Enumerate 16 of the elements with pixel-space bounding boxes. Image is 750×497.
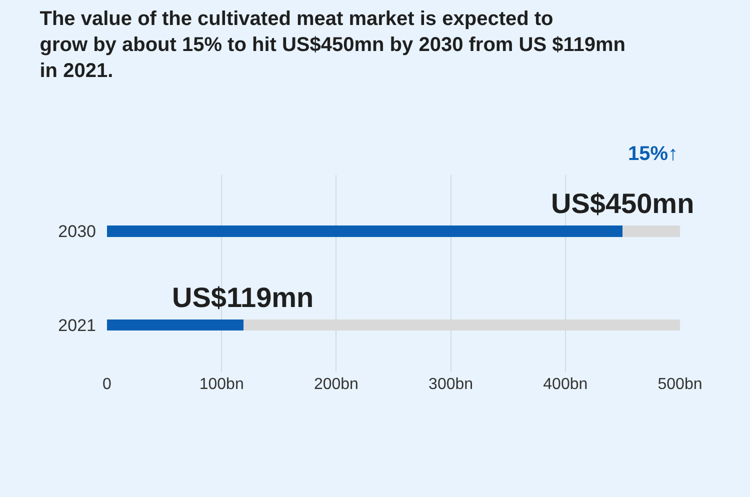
text: 15%↑	[628, 143, 678, 165]
y-tick-label: 2021	[58, 316, 96, 336]
x-tick-label: 300bn	[428, 376, 474, 393]
y-tick-label: 2030	[58, 222, 96, 242]
x-tick-label: 0	[102, 376, 112, 393]
chart-title: The value of the cultivated meat market is expected to grow by about 15% to hit US$450mn by 2030 from US $119mn in 2021.	[40, 8, 626, 82]
x-tick-label: 400bn	[543, 376, 588, 393]
bar	[107, 226, 623, 237]
x-tick-label: 200bn	[314, 376, 358, 393]
x-tick-label: 500bn	[658, 376, 702, 393]
data-label: US$119mn	[172, 282, 314, 313]
bar	[107, 319, 244, 331]
bar	[622, 226, 680, 237]
bar	[243, 319, 680, 331]
x-tick-label: 100bn	[199, 376, 244, 393]
data-label: US$450mn	[551, 188, 694, 219]
